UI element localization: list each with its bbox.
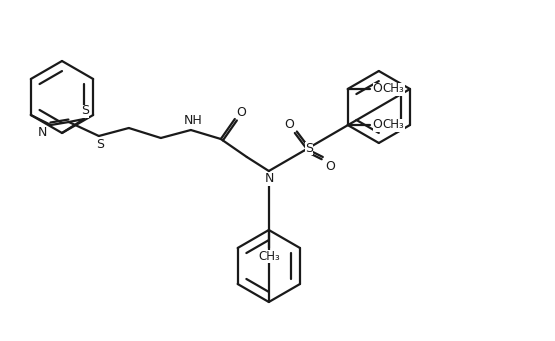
- Text: NH: NH: [184, 114, 202, 127]
- Text: O: O: [373, 119, 382, 132]
- Text: N: N: [38, 127, 48, 139]
- Text: O: O: [325, 160, 335, 173]
- Text: CH₃: CH₃: [258, 250, 280, 263]
- Text: O: O: [284, 118, 294, 131]
- Text: N: N: [265, 173, 275, 186]
- Text: S: S: [305, 142, 313, 154]
- Text: CH₃: CH₃: [383, 119, 405, 132]
- Text: S: S: [96, 138, 104, 151]
- Text: CH₃: CH₃: [383, 83, 405, 95]
- Text: O: O: [373, 83, 382, 95]
- Text: O: O: [236, 105, 246, 119]
- Text: S: S: [81, 104, 89, 118]
